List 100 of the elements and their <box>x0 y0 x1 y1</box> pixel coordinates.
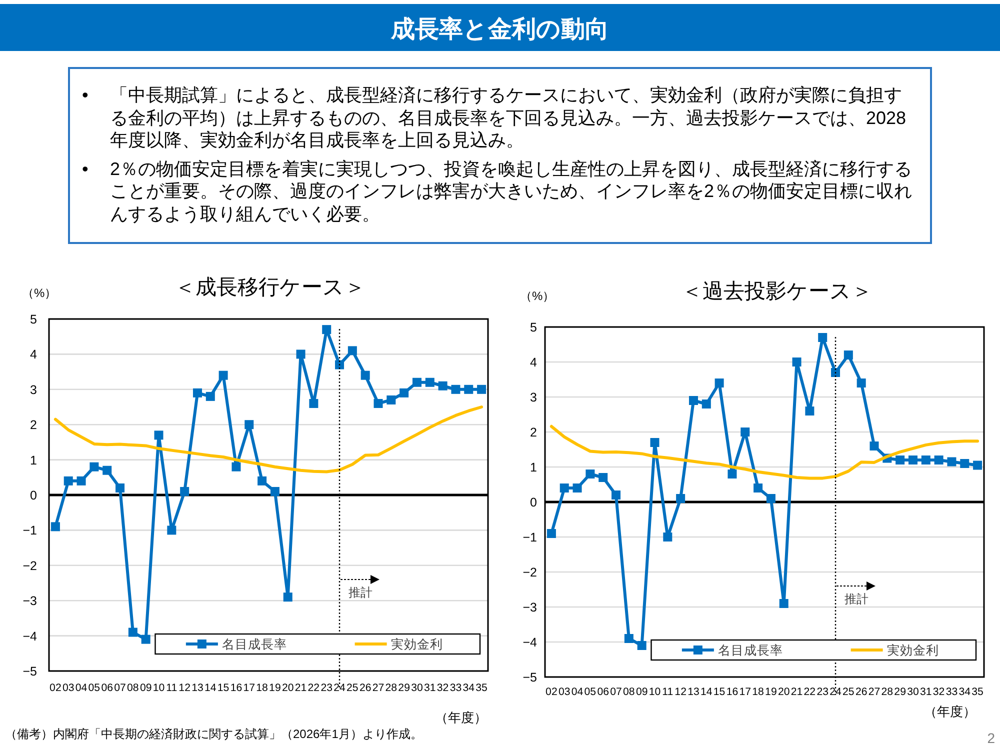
point <box>309 398 318 408</box>
point <box>218 370 228 380</box>
point <box>908 456 918 464</box>
y-tick-label: 0 <box>530 496 538 510</box>
point <box>818 333 828 342</box>
point <box>374 398 383 408</box>
point <box>141 634 150 644</box>
point <box>283 592 292 602</box>
ref-line-label: 推計 <box>348 585 373 600</box>
x-tick-label: 14 <box>700 686 712 698</box>
x-tick-label: 21 <box>790 686 803 698</box>
point <box>612 490 621 500</box>
point <box>934 456 944 464</box>
x-tick-label: 06 <box>101 682 114 694</box>
x-tick-label: 02 <box>50 682 62 694</box>
point <box>856 378 866 388</box>
x-tick-label: 09 <box>140 682 152 694</box>
x-tick-label: 32 <box>932 686 945 698</box>
x-tick-label: 26 <box>359 682 372 694</box>
text: 2 <box>987 730 996 746</box>
point <box>960 459 970 468</box>
point <box>650 438 660 447</box>
point <box>348 346 357 356</box>
y-tick-label: 5 <box>30 312 38 326</box>
text: 「中長期試算」によると、成長型経済に移行するケースにおいて、実効金利（政府が実際に負担する金利の平均）は上昇するものの、名目成長率を下回る見込み。一方、過去投影ケースでは、2028年度以降、実効金利が名目成長率を上回る見込み。 <box>110 84 908 152</box>
point <box>624 634 634 643</box>
x-tick-label: 03 <box>558 686 570 698</box>
x-tick-label: 12 <box>178 682 191 694</box>
x-tick-label: 06 <box>597 686 610 698</box>
point <box>90 462 99 472</box>
point <box>180 486 190 496</box>
point <box>335 360 344 370</box>
point <box>258 476 267 486</box>
point <box>232 462 241 472</box>
point <box>947 457 956 466</box>
y-tick-label: 1 <box>530 460 538 474</box>
y-tick-label: −1 <box>522 530 538 544</box>
chart-title: ＜成長移行ケース＞ <box>174 276 366 299</box>
x-tick-label: 31 <box>920 686 932 698</box>
x-tick-label: 17 <box>243 682 256 694</box>
point <box>360 370 370 380</box>
x-tick-label: 16 <box>726 686 738 698</box>
point <box>870 442 879 450</box>
x-tick-label: 27 <box>868 686 880 698</box>
x-tick-label: 15 <box>217 682 230 694</box>
x-tick-label: 30 <box>907 686 919 698</box>
x-tick-label: 35 <box>476 682 488 694</box>
point <box>464 384 474 394</box>
point <box>831 368 840 377</box>
point <box>451 384 460 394</box>
point <box>688 396 698 405</box>
x-tick-label: 02 <box>546 686 558 698</box>
y-tick-label: 4 <box>30 348 38 362</box>
y-axis-title: （%） <box>22 286 57 300</box>
x-tick-label: 29 <box>398 682 410 694</box>
y-tick-label: −5 <box>522 670 538 684</box>
point <box>754 484 763 492</box>
x-tick-label: 31 <box>424 682 436 694</box>
y-tick-label: 5 <box>530 320 538 334</box>
x-tick-label: 24 <box>830 686 842 698</box>
x-tick-label: 10 <box>648 686 661 698</box>
point <box>896 456 905 464</box>
x-tick-label: 30 <box>411 682 423 694</box>
point <box>792 358 802 366</box>
point <box>805 406 814 416</box>
x-tick-label: 20 <box>282 682 294 694</box>
point <box>728 470 737 478</box>
x-tick-label: 17 <box>739 686 752 698</box>
point <box>637 641 646 650</box>
legend-label: 実効金利 <box>886 642 939 658</box>
point <box>598 473 608 482</box>
x-tick-label: 27 <box>372 682 384 694</box>
x-tick-label: 03 <box>62 682 74 694</box>
x-tick-label: 26 <box>855 686 868 698</box>
point <box>167 526 176 535</box>
x-tick-label: 23 <box>816 686 829 698</box>
x-tick-label: 08 <box>127 682 139 694</box>
x-tick-label: 28 <box>385 682 398 694</box>
y-tick-label: 3 <box>530 390 538 404</box>
text: 2％の物価安定目標を着実に実現しつつ、投資を喚起し生産性の上昇を図り、成長型経済に移行することが重要。その際、過度のインフレは弊害が大きいため、インフレ率を2％の物価安定目標に収れんするよう取り組んでいく必要。 <box>110 158 912 225</box>
x-tick-label: 14 <box>204 682 216 694</box>
x-tick-label: 20 <box>778 686 790 698</box>
point <box>128 628 138 637</box>
y-tick-label: −4 <box>522 636 538 650</box>
x-tick-label: 28 <box>881 686 894 698</box>
x-tick-label: 07 <box>610 686 622 698</box>
text: • <box>81 158 90 180</box>
legend-label: 名目成長率 <box>718 642 783 658</box>
x-tick-label: 11 <box>662 686 674 698</box>
x-tick-label: 25 <box>346 682 358 694</box>
point <box>844 350 853 360</box>
x-tick-label: 24 <box>334 682 346 694</box>
x-tick-label: 33 <box>946 686 958 698</box>
x-axis-title: （年度） <box>435 710 487 725</box>
x-tick-label: 16 <box>230 682 242 694</box>
y-tick-label: −3 <box>522 600 538 614</box>
x-tick-label: 13 <box>192 682 204 694</box>
x-tick-label: 08 <box>623 686 635 698</box>
ref-line-label: 推計 <box>844 592 869 606</box>
point <box>192 388 202 398</box>
